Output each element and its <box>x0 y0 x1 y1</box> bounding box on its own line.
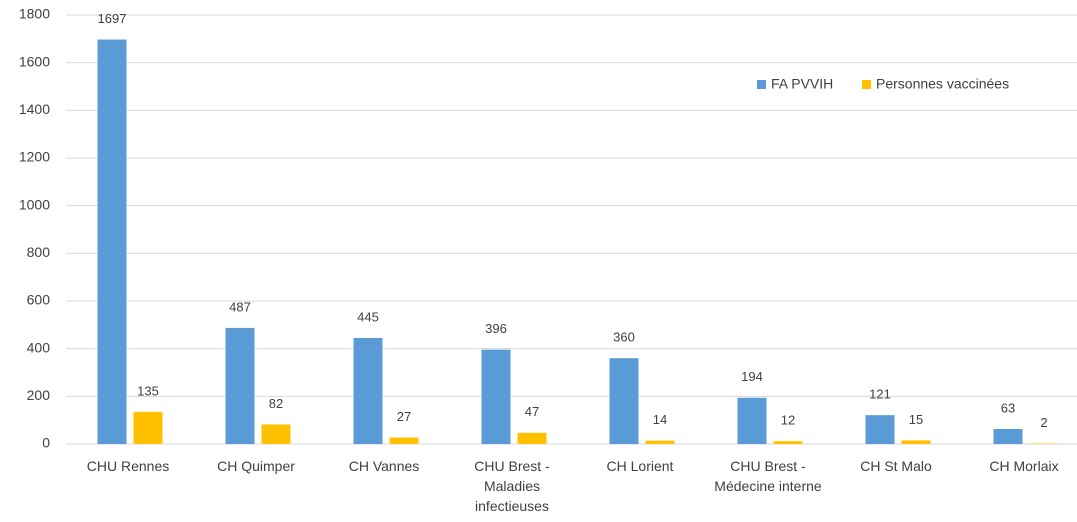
legend-swatch <box>757 80 766 89</box>
y-tick-label: 600 <box>27 292 51 308</box>
data-label: 27 <box>397 409 411 424</box>
data-label: 63 <box>1001 400 1015 415</box>
legend-label: Personnes vaccinées <box>876 76 1009 92</box>
data-label: 121 <box>869 387 891 402</box>
data-label: 1697 <box>98 11 127 26</box>
data-label: 15 <box>909 412 923 427</box>
legend-label: FA PVVIH <box>771 76 833 92</box>
data-label: 194 <box>741 369 763 384</box>
x-tick-label: CH Lorient <box>606 458 674 474</box>
bar <box>517 432 547 444</box>
y-tick-label: 0 <box>42 435 50 451</box>
x-tick-label: CH Morlaix <box>989 458 1059 474</box>
data-label: 47 <box>525 404 539 419</box>
data-label: 82 <box>269 396 283 411</box>
bar <box>645 440 675 444</box>
bar <box>993 428 1023 444</box>
bar <box>97 39 127 444</box>
x-tick-label: CH Quimper <box>217 458 295 474</box>
x-tick-label: CH Vannes <box>348 458 420 474</box>
bar <box>773 441 803 444</box>
data-label: 396 <box>485 321 507 336</box>
bar <box>865 415 895 444</box>
data-label: 445 <box>357 309 379 324</box>
y-tick-label: 1200 <box>19 149 50 165</box>
y-tick-label: 1400 <box>19 101 50 117</box>
data-label: 12 <box>781 413 795 428</box>
y-tick-label: 1600 <box>19 53 50 69</box>
y-tick-label: 400 <box>27 339 51 355</box>
x-tick-label: CHU Rennes <box>86 458 170 474</box>
data-label: 360 <box>613 330 635 345</box>
data-label: 2 <box>1040 415 1047 430</box>
y-tick-label: 800 <box>27 244 51 260</box>
x-tick-label: CHU Brest - Maladies infectieuses <box>474 458 550 514</box>
data-label: 487 <box>229 299 251 314</box>
y-tick-label: 1800 <box>19 6 50 22</box>
bar <box>261 424 291 444</box>
bar <box>901 440 931 444</box>
data-label: 14 <box>653 412 667 427</box>
legend-swatch <box>862 80 871 89</box>
bar <box>225 327 255 444</box>
y-tick-label: 200 <box>27 387 51 403</box>
bar <box>389 437 419 444</box>
data-label: 135 <box>137 383 159 398</box>
bar <box>133 411 163 444</box>
x-tick-label: CHU Brest - Médecine interne <box>714 458 822 494</box>
bar <box>481 349 511 444</box>
x-tick-label: CH St Malo <box>860 458 932 474</box>
y-tick-label: 1000 <box>19 196 50 212</box>
bar <box>737 397 767 444</box>
bar <box>353 337 383 444</box>
bar <box>609 358 639 444</box>
